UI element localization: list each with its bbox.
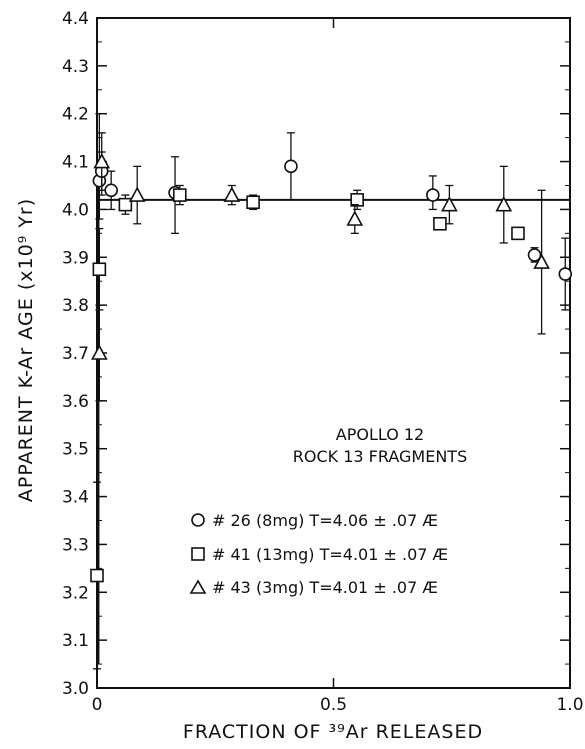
data-point-square (511, 226, 525, 241)
x-tick-label: 0.5 (320, 695, 347, 715)
y-tick-label: 3.7 (62, 344, 89, 364)
data-point-triangle (93, 152, 111, 169)
data-point-square (246, 195, 260, 210)
annotation-line-2: ROCK 13 FRAGMENTS (293, 447, 467, 466)
data-point-square (118, 197, 133, 212)
data-point-circle (527, 248, 542, 262)
y-tick-label: 4.1 (62, 153, 89, 173)
y-tick-label: 3.1 (62, 631, 89, 651)
y-tick-label: 4.3 (62, 57, 89, 77)
y-tick-label: 3.5 (62, 440, 89, 460)
legend: # 26 (8mg) T=4.06 ± .07 Æ # 41 (13mg) T=… (189, 511, 448, 597)
y-tick-label: 3.2 (62, 583, 89, 603)
legend-marker-circle (191, 513, 205, 527)
data-point-square (350, 193, 364, 207)
legend-entry-26: # 26 (8mg) T=4.06 ± .07 Æ (212, 511, 438, 530)
legend-entry-41: # 41 (13mg) T=4.01 ± .07 Æ (212, 545, 448, 564)
x-tick-label: 1.0 (556, 695, 583, 715)
data-point-circle (104, 183, 118, 198)
data-point-triangle (495, 195, 513, 212)
y-tick-label: 4.2 (62, 105, 89, 125)
data-point-circle (426, 188, 440, 202)
y-tick-label: 4.0 (62, 200, 89, 220)
data-point-triangle (441, 195, 458, 212)
data-point-triangle (91, 344, 108, 360)
data-point-circle (558, 267, 573, 281)
y-tick-label: 3.3 (62, 535, 89, 555)
data-point-square (172, 188, 187, 202)
chart-marks: 3.0 3.1 3.2 3.3 3.4 3.5 3.6 3.7 3.8 3.9 4.0 4.1 4.2 4… (62, 9, 584, 715)
y-tick-label: 3.8 (62, 296, 89, 316)
data-point-square (90, 568, 104, 583)
y-tick-label: 3.4 (62, 488, 89, 508)
data-point-square (433, 216, 447, 231)
legend-marker-square (191, 547, 205, 561)
legend-marker-triangle (189, 579, 207, 594)
y-tick-label: 3.0 (62, 679, 89, 699)
y-tick-label: 4.4 (62, 9, 89, 29)
y-tick-label: 3.6 (62, 392, 89, 412)
data-point-triangle (223, 186, 241, 202)
data-point-triangle (533, 253, 550, 269)
data-point-circle (284, 159, 298, 174)
data-point-triangle (128, 186, 146, 202)
annotation-line-1: APOLLO 12 (336, 425, 424, 444)
data-point-triangle (346, 210, 364, 226)
x-tick-label: 0 (92, 695, 103, 715)
data-point-square (92, 262, 107, 277)
legend-entry-43: # 43 (3mg) T=4.01 ± .07 Æ (212, 578, 438, 597)
y-tick-label: 3.9 (62, 248, 89, 268)
y-axis-label: APPARENT K-Ar AGE (x10⁹ Yr) (15, 198, 37, 502)
x-axis-label: FRACTION OF ³⁹Ar RELEASED (183, 721, 483, 743)
